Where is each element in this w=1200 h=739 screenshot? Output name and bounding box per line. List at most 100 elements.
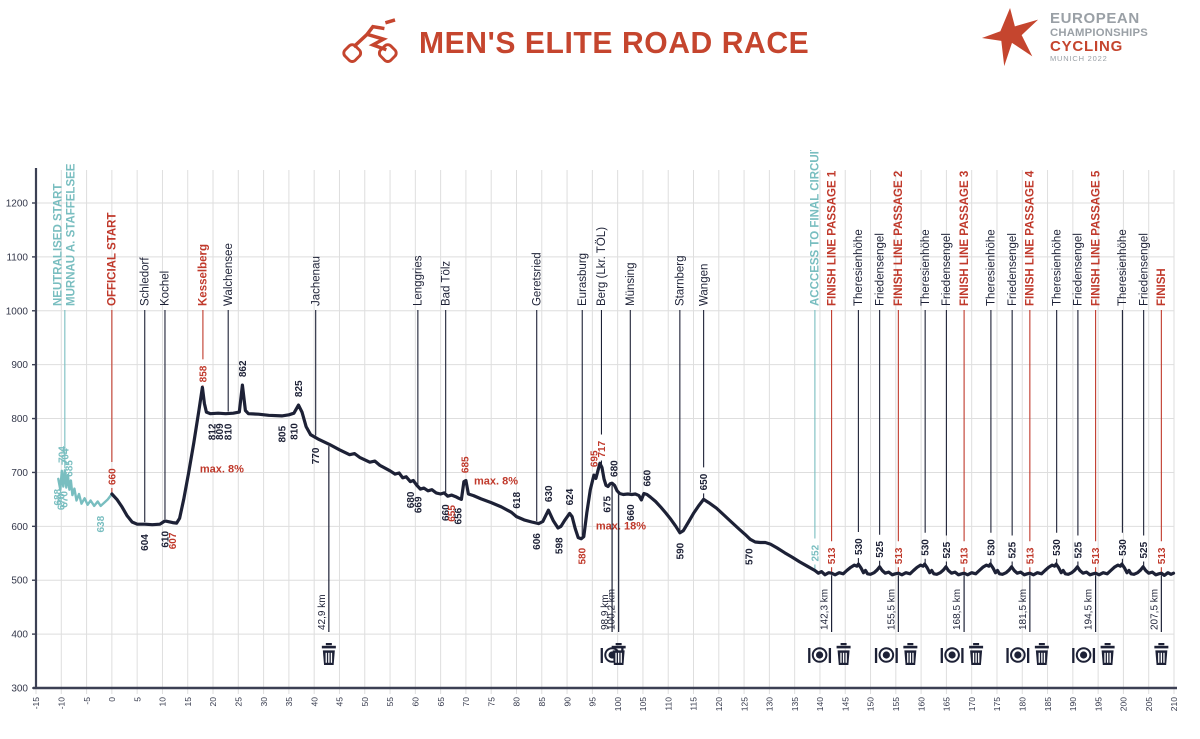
svg-text:75: 75 (486, 697, 496, 707)
svg-text:570: 570 (745, 548, 756, 565)
svg-text:85: 85 (537, 697, 547, 707)
svg-text:530: 530 (854, 538, 865, 555)
svg-text:525: 525 (942, 541, 953, 558)
svg-text:660: 660 (626, 504, 637, 521)
marker-walchensee: Walchensee 810 (223, 243, 235, 440)
svg-text:525: 525 (1139, 541, 1150, 558)
svg-text:1200: 1200 (6, 199, 29, 210)
svg-text:125: 125 (739, 697, 749, 711)
axes (33, 168, 1177, 690)
logo-line-championships: CHAMPIONSHIPS (1049, 26, 1148, 39)
svg-text:525: 525 (1008, 541, 1019, 558)
svg-text:142,3 km: 142,3 km (820, 589, 831, 630)
marker-theresienh-he: Theresienhöhe 530 (1117, 229, 1129, 564)
svg-text:max. 18%: max. 18% (596, 521, 646, 533)
svg-text:800: 800 (11, 414, 28, 425)
svg-text:Schledorf: Schledorf (139, 257, 151, 306)
svg-text:FINISH LINE PASSAGE 1: FINISH LINE PASSAGE 1 (826, 170, 838, 306)
svg-text:25: 25 (234, 697, 244, 707)
page-title: MEN'S ELITE ROAD RACE (418, 25, 810, 60)
marker-schledorf: Schledorf 604 (139, 257, 151, 551)
svg-text:Friedensengel: Friedensengel (874, 233, 886, 306)
svg-text:165: 165 (942, 697, 952, 711)
svg-text:688: 688 (53, 488, 64, 505)
svg-text:Walchensee: Walchensee (223, 243, 235, 306)
svg-text:606: 606 (532, 533, 543, 550)
svg-text:ACCCESS TO FINAL CIRCUIT: ACCCESS TO FINAL CIRCUIT (810, 150, 822, 306)
svg-text:140: 140 (815, 697, 825, 711)
svg-text:Wangen: Wangen (698, 264, 710, 306)
svg-text:638: 638 (96, 515, 107, 532)
marker-neutralised-start: NEUTRALISED START MURNAU A. STAFFELSEE (52, 163, 77, 469)
svg-text:155: 155 (891, 697, 901, 711)
marker-m-nsing: Münsing 660 (625, 263, 637, 521)
svg-text:MURNAU A. STAFFELSEE: MURNAU A. STAFFELSEE (65, 163, 77, 306)
svg-text:600: 600 (11, 522, 28, 533)
svg-text:810: 810 (289, 423, 300, 440)
marker-theresienh-he: Theresienhöhe 530 (1051, 229, 1063, 564)
marker-berg-lkr-t-l-: Berg (Lkr. TÖL) 717 (596, 227, 608, 466)
waste-zone-icon (903, 643, 918, 665)
svg-text:Eurasburg: Eurasburg (577, 253, 589, 306)
marker-bad-t-lz: Bad Tölz 660 (440, 261, 452, 521)
svg-text:135: 135 (790, 697, 800, 711)
svg-text:660: 660 (441, 504, 452, 521)
svg-text:0: 0 (107, 697, 117, 702)
svg-text:812: 812 (208, 423, 219, 440)
x-axis-labels: -15 -10 -5 0 5 10 15 20 25 30 35 40 45 50 55 60 65 70 75 80… (31, 697, 1179, 711)
svg-text:685: 685 (64, 460, 75, 477)
marker-finish-line-passage-3: FINISH LINE PASSAGE 3 513 (959, 171, 971, 573)
svg-text:1000: 1000 (6, 306, 29, 317)
feed-zone-icon (874, 647, 898, 663)
svg-text:680: 680 (610, 460, 621, 477)
svg-text:Kochel: Kochel (160, 271, 172, 306)
svg-text:525: 525 (875, 541, 886, 558)
svg-text:680: 680 (406, 491, 417, 508)
svg-text:130: 130 (765, 697, 775, 711)
distance-marker-100.2: 100,2 km (607, 494, 626, 665)
svg-text:530: 530 (1118, 539, 1129, 556)
svg-text:155,5 km: 155,5 km (886, 589, 897, 630)
svg-text:717: 717 (597, 440, 608, 457)
svg-text:590: 590 (675, 542, 686, 559)
svg-text:194,5 km: 194,5 km (1084, 589, 1095, 630)
svg-text:655: 655 (447, 505, 458, 522)
svg-text:670: 670 (59, 491, 70, 508)
y-axis-labels: 300 400 500 600 700 800 900 1000 1100 1200 (6, 199, 29, 695)
distance-marker-155.5: 155,5 km (874, 575, 918, 665)
feed-zone-icon (1072, 647, 1096, 663)
svg-text:513: 513 (960, 547, 971, 564)
svg-text:704: 704 (61, 448, 72, 465)
svg-text:513: 513 (1091, 547, 1102, 564)
svg-text:Friedensengel: Friedensengel (941, 233, 953, 306)
svg-text:65: 65 (436, 697, 446, 707)
distance-marker-142.3: 142,3 km (808, 575, 851, 665)
svg-text:656: 656 (453, 507, 464, 524)
distance-marker-42.9: 42,9 km (317, 446, 336, 665)
svg-text:Kesselberg: Kesselberg (198, 244, 210, 306)
svg-text:Friedensengel: Friedensengel (1007, 233, 1019, 306)
svg-text:650: 650 (699, 473, 710, 490)
marker-friedensengel: Friedensengel 525 (1073, 233, 1085, 567)
marker-wangen: Wangen 650 (698, 264, 710, 499)
svg-text:513: 513 (1157, 547, 1168, 564)
svg-text:5: 5 (132, 697, 142, 702)
svg-text:115: 115 (689, 697, 699, 711)
svg-text:Münsing: Münsing (625, 263, 637, 306)
svg-text:630: 630 (544, 485, 555, 502)
svg-text:120: 120 (714, 697, 724, 711)
svg-text:513: 513 (894, 547, 905, 564)
marker-friedensengel: Friedensengel 525 (941, 233, 953, 567)
logo-line-cycling: CYCLING (1049, 38, 1124, 56)
svg-text:181,5 km: 181,5 km (1018, 589, 1029, 630)
distance-marker-194.5: 194,5 km (1072, 575, 1115, 665)
waste-zone-icon (611, 643, 626, 665)
svg-text:624: 624 (565, 488, 576, 505)
marker-acccess-to-final-circuit: ACCCESS TO FINAL CIRCUIT 252 (810, 144, 822, 570)
svg-text:862: 862 (238, 360, 249, 377)
marker-friedensengel: Friedensengel 525 (1007, 233, 1019, 567)
svg-text:900: 900 (11, 360, 28, 371)
svg-text:-5: -5 (82, 697, 92, 705)
feed-zone-icon (808, 647, 832, 663)
